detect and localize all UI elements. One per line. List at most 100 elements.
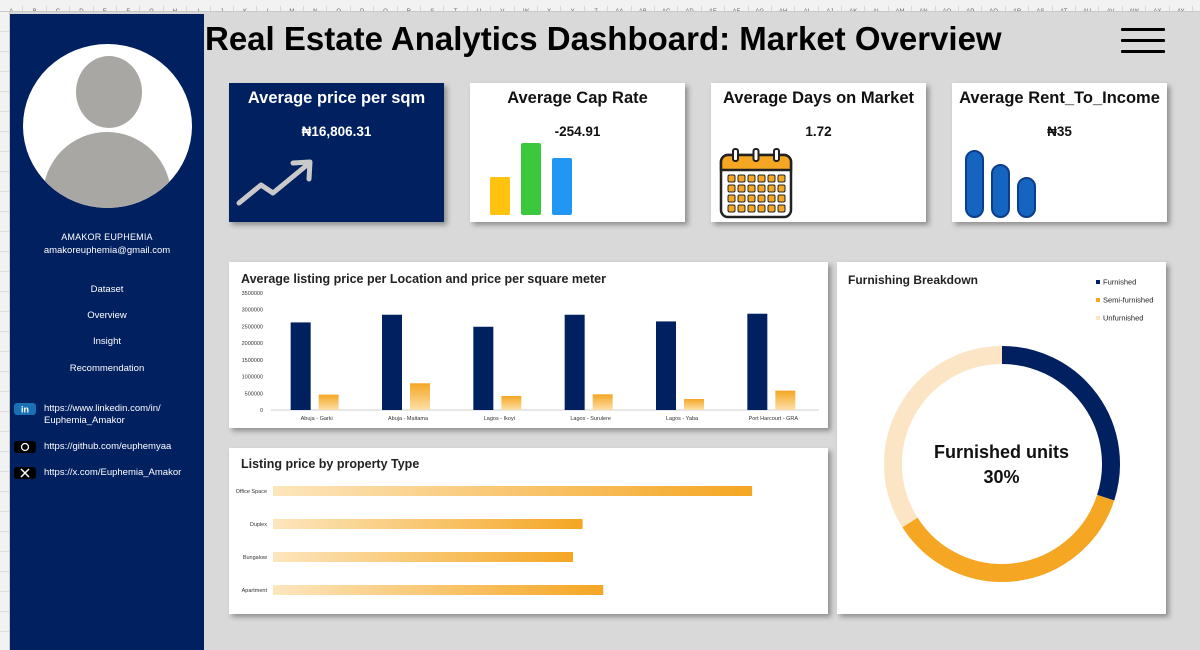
column-header[interactable]: AB [632,6,655,11]
column-header[interactable]: L [257,6,281,11]
column-header[interactable]: D [70,6,94,11]
linkedin-icon: in [14,403,36,415]
column-header[interactable]: AS [1029,6,1053,11]
column-header[interactable]: P [351,6,375,11]
column-header[interactable]: AT [1053,6,1076,11]
bar-property-type[interactable] [273,486,753,496]
chart-title: Listing price by property Type [241,457,420,471]
bar-listing-price[interactable] [382,314,402,410]
column-header[interactable]: AH [772,6,796,11]
hamburger-menu-icon[interactable] [1121,28,1165,53]
column-header[interactable]: AN [912,6,936,11]
column-header[interactable]: AR [1006,6,1030,11]
column-header[interactable]: R [398,6,422,11]
bar-listing-price[interactable] [747,313,768,410]
y-tick-label: Apartment [242,588,268,594]
donut-slice-semi-furnished[interactable] [902,494,1115,582]
column-header[interactable]: AO [936,6,960,11]
github-link[interactable]: https://github.com/euphemyaa [14,441,204,453]
column-header[interactable]: AK [842,6,866,11]
column-header[interactable]: J [211,6,234,11]
column-header[interactable]: AA [608,6,632,11]
column-header[interactable]: Q [374,6,398,11]
row-header-strip [0,12,10,650]
column-header[interactable]: S [421,6,445,11]
bar-price-per-sqm[interactable] [410,383,430,410]
column-header[interactable]: AJ [819,6,843,11]
column-header[interactable]: K [234,6,258,11]
x-link[interactable]: https://x.com/Euphemia_Amakor [14,467,204,479]
bar-property-type[interactable] [273,519,583,529]
column-header[interactable]: B [23,6,47,11]
column-header[interactable]: AW [1123,6,1147,11]
linkedin-url[interactable]: https://www.linkedin.com/in/ Euphemia_Am… [44,403,161,426]
column-header[interactable]: F [117,6,141,11]
donut-slice-unfurnished[interactable] [884,346,1003,528]
profile-name: AMAKOR EUPHEMIA [61,232,153,242]
avatar-body-shape [43,132,171,208]
kpi-value: 1.72 [805,124,832,139]
column-header[interactable]: A [0,6,24,11]
column-header[interactable]: AC [655,6,679,11]
kpi-card-cap-rate: Average Cap Rate -254.91 [470,83,685,222]
column-header[interactable]: W [515,6,538,11]
kpi-title: Average Rent_To_Income [959,89,1160,107]
nav-item-dataset[interactable]: Dataset [90,284,124,295]
kpi-value: -254.91 [554,124,601,139]
nav-item-overview[interactable]: Overview [87,310,127,321]
column-header[interactable]: V [491,6,515,11]
bar-property-type[interactable] [273,552,574,562]
bar-property-type[interactable] [273,585,604,595]
column-header-strip: A B C D E F G H I J K L M N O P Q R S T U V W X Y Z AA AB AC AD AE AF AG… [0,0,1200,12]
bar-listing-price[interactable] [656,321,676,410]
bar-price-per-sqm[interactable] [318,394,339,410]
column-header[interactable]: AE [702,6,726,11]
bar-listing-price[interactable] [564,314,585,410]
column-header[interactable]: AD [678,6,702,11]
bar-price-per-sqm[interactable] [775,390,796,410]
kpi-title: Average Cap Rate [507,89,648,107]
column-header[interactable]: X [538,6,562,11]
column-header[interactable]: AX [1146,6,1170,11]
column-header[interactable]: AU [1076,6,1100,11]
column-header[interactable]: E [94,6,117,11]
github-url[interactable]: https://github.com/euphemyaa [44,441,172,452]
column-header[interactable]: AL [865,6,889,11]
column-header[interactable]: AF [725,6,749,11]
y-tick-label: 2000000 [242,341,263,347]
column-header[interactable]: AM [889,6,913,11]
column-header[interactable]: Y [561,6,585,11]
column-header[interactable]: T [444,6,468,11]
linkedin-link[interactable]: in https://www.linkedin.com/in/ Euphemia… [14,403,204,427]
bar-price-per-sqm[interactable] [592,394,613,410]
column-header[interactable]: AG [749,6,772,11]
bar-listing-price[interactable] [473,326,494,410]
column-header[interactable]: AI [795,6,819,11]
column-header[interactable]: G [140,6,164,11]
bar-listing-price[interactable] [290,322,311,410]
chart-panel-location: Average listing price per Location and p… [229,262,828,428]
column-header[interactable]: AY [1170,6,1193,11]
x-icon [14,467,36,479]
column-header[interactable]: I [187,6,211,11]
column-header[interactable]: N [304,6,328,11]
sidebar: AMAKOR EUPHEMIA amakoreuphemia@gmail.com… [10,14,204,650]
column-header[interactable]: AQ [982,6,1006,11]
column-header[interactable]: U [468,6,492,11]
column-header[interactable]: AP [959,6,983,11]
column-header[interactable]: O [327,6,351,11]
column-header[interactable]: AV [1099,6,1123,11]
bar-price-per-sqm[interactable] [684,398,704,410]
column-header[interactable]: C [47,6,71,11]
legend-label: Semi-furnished [1103,296,1153,305]
column-header[interactable]: Z [585,6,609,11]
nav-item-insight[interactable]: Insight [93,336,121,347]
bar-price-per-sqm[interactable] [501,395,522,410]
x-url[interactable]: https://x.com/Euphemia_Amakor [44,467,182,478]
column-header[interactable]: M [281,6,305,11]
column-header[interactable]: H [164,6,188,11]
nav-item-recommendation[interactable]: Recommendation [69,363,145,374]
y-tick-label: 1000000 [242,375,263,381]
donut-slice-furnished[interactable] [1001,346,1120,501]
legend-label: Furnished [1103,278,1136,287]
